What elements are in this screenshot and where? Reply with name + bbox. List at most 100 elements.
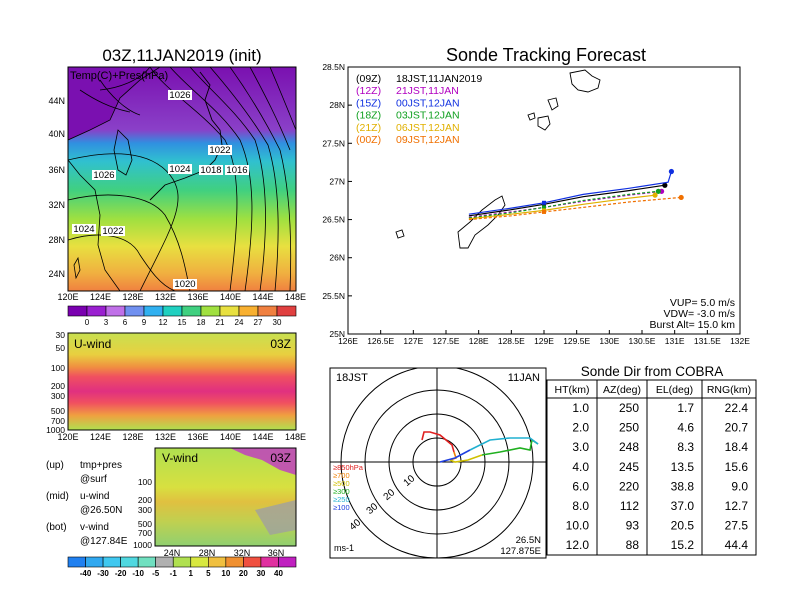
- track-x-tick-label: 130E: [599, 336, 619, 346]
- polar-level-item: ≥100: [333, 503, 350, 512]
- wind-colorbar-label: 40: [274, 569, 283, 578]
- vwind-x-tick-label: 24N: [164, 548, 181, 558]
- isobar-label: 1022: [102, 226, 123, 237]
- temp-colorbar-label: 21: [216, 318, 225, 327]
- island-yoron: [537, 115, 551, 131]
- uwind-x-tick-label: 132E: [155, 432, 176, 442]
- isobar-label-bg: [101, 226, 125, 236]
- track-mid-marker: [542, 205, 546, 210]
- polar-level-item: ≥700: [333, 471, 350, 480]
- track-y-tick-label: 25N: [329, 329, 345, 339]
- uwind-y-tick-label: 300: [51, 391, 65, 401]
- track-legend: (09Z) 18JST,11JAN2019 (12Z) 21JST,11JAN (15Z…: [356, 73, 482, 146]
- track-y-tick-label: 28N: [329, 100, 345, 110]
- track-title: Sonde Tracking Forecast: [446, 45, 646, 65]
- island-okinoerabu: [527, 112, 536, 121]
- legend-time: 06JST,12JAN: [396, 122, 460, 134]
- table-header-cell: EL(deg): [656, 384, 693, 396]
- isobars: [68, 67, 296, 291]
- table-grid: [547, 380, 756, 555]
- uwind-y-tick-label: 200: [51, 381, 65, 391]
- track-end-point: [668, 168, 675, 175]
- note-text: v-wind: [80, 522, 109, 533]
- uwind-time: 03Z: [270, 337, 291, 351]
- cobra-table: Sonde Dir from COBRA HT(km) AZ(deg) EL(deg…: [546, 364, 757, 556]
- table-cell: 18.4: [725, 440, 749, 454]
- track-x-tick-label: 131E: [665, 336, 685, 346]
- map-x-tick-label: 128E: [122, 292, 143, 302]
- isobar-label: 1024: [169, 164, 190, 175]
- note-prefix: (mid): [46, 491, 69, 502]
- legend-code: (12Z): [356, 85, 381, 97]
- uwind-label: U-wind: [74, 337, 111, 351]
- track-x-tick-label: 127E: [403, 336, 423, 346]
- vwind-time: 03Z: [270, 451, 291, 465]
- map-x-tick-label: 132E: [155, 292, 176, 302]
- table-cell: 220: [619, 479, 639, 493]
- map-x-ticks: 120E 124E 128E 132E 136E 140E 144E 148E: [57, 292, 306, 302]
- track-y-tick-label: 27N: [329, 176, 345, 186]
- vwind-y-tick-label: 100: [138, 477, 152, 487]
- uwind-y-tick-label: 100: [51, 363, 65, 373]
- table-cell: 88: [626, 538, 640, 552]
- vwind-negative-region: [230, 448, 296, 475]
- wind-colorbar-label: 5: [206, 569, 211, 578]
- polar-rings: [330, 368, 546, 558]
- polar-level-item: ≥250: [333, 495, 350, 504]
- note-text: @surf: [80, 474, 107, 485]
- table-cell: 93: [626, 519, 640, 533]
- wind-colorbar-label: -30: [97, 569, 109, 578]
- track-series-line: [468, 171, 672, 215]
- table-cell: 248: [619, 440, 639, 454]
- isobar-label-bg: [173, 279, 197, 289]
- map-y-tick-label: 36N: [48, 165, 65, 175]
- wind-colorbar-swatch: [190, 556, 209, 568]
- wind-colorbar-label: 1: [189, 569, 194, 578]
- vwind-x-tick-label: 36N: [268, 548, 285, 558]
- isobar-label-bg: [168, 90, 192, 100]
- track-param: VUP= 5.0 m/s: [670, 297, 735, 309]
- temp-colorbar-label: 3: [104, 318, 109, 327]
- table-cell: 2.0: [572, 421, 589, 435]
- isobar-label: 1026: [93, 170, 114, 181]
- map-y-tick-label: 32N: [48, 200, 65, 210]
- isobar-label: 1022: [209, 145, 230, 156]
- legend-code: (18Z): [356, 110, 381, 122]
- temp-colorbar-swatch: [257, 305, 278, 317]
- track-y-tick-label: 25.5N: [322, 291, 345, 301]
- table-cell: 12.0: [566, 538, 590, 552]
- track-param: VDW= -3.0 m/s: [664, 308, 735, 320]
- legend-code: (21Z): [356, 122, 381, 134]
- table-cell: 12.7: [725, 499, 749, 513]
- wind-colorbar-swatch: [243, 556, 262, 568]
- wind-colorbar-swatch: [172, 556, 192, 568]
- track-plot-area: [347, 66, 741, 335]
- temp-colorbar-swatch: [219, 305, 240, 317]
- legend-code: (00Z): [356, 134, 381, 146]
- temp-colorbar-label: 27: [254, 318, 263, 327]
- uwind-frame: [67, 332, 297, 431]
- vwind-x-ticks: 24N 28N 32N 36N: [164, 548, 285, 558]
- vwind-x-tick-label: 28N: [199, 548, 216, 558]
- track-param: Burst Alt= 15.0 km: [650, 319, 736, 331]
- map-y-tick-label: 44N: [48, 96, 65, 106]
- note-text: @26.50N: [80, 505, 122, 516]
- land-china: [68, 159, 121, 291]
- uwind-x-ticks: 120E 124E 128E 132E 136E 140E 144E 148E: [57, 432, 306, 442]
- island-amami: [569, 69, 601, 93]
- track-x-tick-label: 128.5E: [498, 336, 525, 346]
- map-x-tick-label: 124E: [90, 292, 111, 302]
- temp-colorbar-label: 15: [178, 318, 187, 327]
- table-cell: 1.0: [572, 401, 589, 415]
- track-end-point: [655, 188, 661, 194]
- uwind-x-tick-label: 140E: [220, 432, 241, 442]
- temperature-colorbar: 0 3 6 9 12 15 18 21 24 27 30: [67, 305, 297, 327]
- track-series-line: [468, 190, 659, 219]
- temp-colorbar-label: 0: [85, 318, 90, 327]
- table-cell: 112: [620, 499, 639, 513]
- isobar-label-bg: [92, 170, 116, 180]
- temp-colorbar-swatch: [181, 305, 202, 317]
- table-cell: 44.4: [725, 538, 749, 552]
